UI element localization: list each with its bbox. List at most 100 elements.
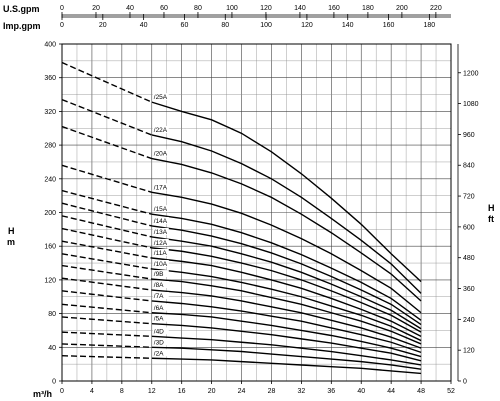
flow-tick-label: 40 bbox=[357, 388, 365, 395]
curve-label: /3D bbox=[154, 339, 164, 346]
flow-tick-label: 28 bbox=[268, 388, 276, 395]
curve-solid bbox=[151, 191, 422, 314]
curve-label-background bbox=[152, 327, 169, 335]
imp-gpm-tick-label: 120 bbox=[301, 22, 313, 29]
head-ft-tick-label: 840 bbox=[463, 163, 475, 170]
curve-dashed bbox=[61, 61, 153, 103]
head-ft-tick-label: 360 bbox=[463, 286, 475, 293]
curve-solid bbox=[151, 225, 422, 326]
curve-label: /6A bbox=[154, 305, 164, 312]
curve-labels: /25A/22A/20A/17A/15A/14A/13A/12A/11A/10A… bbox=[152, 93, 169, 357]
curve-solid bbox=[151, 335, 422, 366]
curve-solid bbox=[151, 357, 422, 375]
head-ft-tick-label: 0 bbox=[463, 379, 467, 386]
flow-tick-label: 48 bbox=[417, 388, 425, 395]
curve-label-background bbox=[152, 248, 169, 256]
curve-label-background bbox=[152, 205, 169, 213]
head-m-tick-label: 320 bbox=[44, 109, 56, 116]
curve-label: /11A bbox=[154, 250, 168, 257]
curve-dashed bbox=[61, 277, 152, 291]
curve-label: /4D bbox=[154, 328, 164, 335]
flow-tick-label: 12 bbox=[148, 388, 156, 395]
us-gpm-tick-label: 120 bbox=[260, 5, 272, 12]
curve-solid bbox=[151, 289, 422, 349]
curve-dashed bbox=[61, 125, 153, 160]
curve-label: /12A bbox=[154, 240, 168, 247]
us-gpm-tick-label: 60 bbox=[160, 5, 168, 12]
curve-solid bbox=[151, 278, 422, 345]
curve-dashed bbox=[61, 253, 152, 270]
curve-label: /17A bbox=[154, 184, 168, 191]
curve-label: /25A bbox=[154, 94, 168, 101]
head-m-tick-label: 360 bbox=[44, 75, 56, 82]
flow-tick-label: 0 bbox=[60, 388, 64, 395]
imp-gpm-tick-label: 40 bbox=[140, 22, 148, 29]
curve-dashed bbox=[61, 343, 152, 348]
curve-label-background bbox=[152, 281, 169, 289]
us-gpm-tick-label: 200 bbox=[396, 5, 408, 12]
curve-label-background bbox=[152, 291, 169, 299]
curve-dashed bbox=[61, 215, 152, 238]
us-gpm-tick-label: 80 bbox=[194, 5, 202, 12]
flow-tick-label: 32 bbox=[297, 388, 305, 395]
us-gpm-tick-label: 160 bbox=[328, 5, 340, 12]
curve-label-background bbox=[152, 227, 169, 235]
curve-label: /7A bbox=[154, 293, 164, 300]
head-m-tick-label: 280 bbox=[44, 143, 56, 150]
imp-gpm-tick-label: 100 bbox=[260, 22, 272, 29]
head-m-tick-label: 200 bbox=[44, 210, 56, 217]
curve-solid bbox=[151, 312, 422, 358]
curve-label: /14A bbox=[154, 218, 168, 225]
curve-label-background bbox=[152, 259, 169, 267]
curve-solid bbox=[151, 101, 422, 283]
imp-gpm-tick-label: 0 bbox=[60, 22, 64, 29]
flow-tick-label: 20 bbox=[208, 388, 216, 395]
head-m-tick-label: 0 bbox=[52, 379, 56, 386]
curve-dashed bbox=[61, 240, 152, 259]
imp-gpm-axis-label: Imp.gpm bbox=[3, 21, 41, 31]
imp-gpm-tick-label: 60 bbox=[181, 22, 189, 29]
flow-tick-label: 8 bbox=[120, 388, 124, 395]
curve-solid bbox=[151, 257, 422, 337]
curve-solid bbox=[151, 213, 422, 321]
curve-dashed bbox=[61, 164, 152, 193]
curve-solid bbox=[151, 157, 422, 302]
us-gpm-tick-label: 20 bbox=[92, 5, 100, 12]
curve-dashed bbox=[61, 264, 152, 280]
head-m-tick-label: 80 bbox=[48, 311, 56, 318]
curves bbox=[61, 61, 422, 375]
imp-gpm-tick-label: 140 bbox=[342, 22, 354, 29]
head-ft-axis-label-h: H bbox=[488, 203, 495, 213]
us-gpm-tick-label: 180 bbox=[362, 5, 374, 12]
curve-label: /22A bbox=[154, 127, 168, 134]
flow-tick-label: 24 bbox=[238, 388, 246, 395]
flow-axis-label: m³/h bbox=[33, 389, 52, 399]
flow-tick-label: 36 bbox=[327, 388, 335, 395]
curve-solid bbox=[151, 323, 422, 362]
head-ft-tick-label: 960 bbox=[463, 132, 475, 139]
imp-gpm-tick-label: 80 bbox=[221, 22, 229, 29]
flow-tick-label: 4 bbox=[90, 388, 94, 395]
axis-ticks: 0 4 8 12 16 20 24 28 32 36 40 44 48 52040801201602002… bbox=[44, 5, 478, 395]
us-gpm-tick-label: 100 bbox=[226, 5, 238, 12]
curve-label-background bbox=[152, 314, 169, 322]
curve-solid bbox=[151, 300, 422, 354]
curve-label: /13A bbox=[154, 229, 168, 236]
curve-label: /8A bbox=[154, 282, 164, 289]
curve-solid bbox=[151, 346, 422, 370]
head-ft-axis-label-unit: ft bbox=[488, 214, 494, 224]
flow-tick-label: 44 bbox=[387, 388, 395, 395]
head-m-tick-label: 120 bbox=[44, 277, 56, 284]
head-ft-tick-label: 480 bbox=[463, 255, 475, 262]
head-m-tick-label: 400 bbox=[44, 42, 56, 49]
head-m-axis-label-unit: m bbox=[7, 237, 15, 247]
curve-label-background bbox=[152, 149, 169, 157]
curve-label-background bbox=[152, 238, 169, 246]
head-ft-tick-label: 600 bbox=[463, 224, 475, 231]
curve-dashed bbox=[61, 331, 152, 338]
curve-label-background bbox=[152, 349, 169, 357]
head-m-tick-label: 240 bbox=[44, 176, 56, 183]
head-ft-tick-label: 240 bbox=[463, 317, 475, 324]
curve-dashed bbox=[61, 98, 153, 136]
